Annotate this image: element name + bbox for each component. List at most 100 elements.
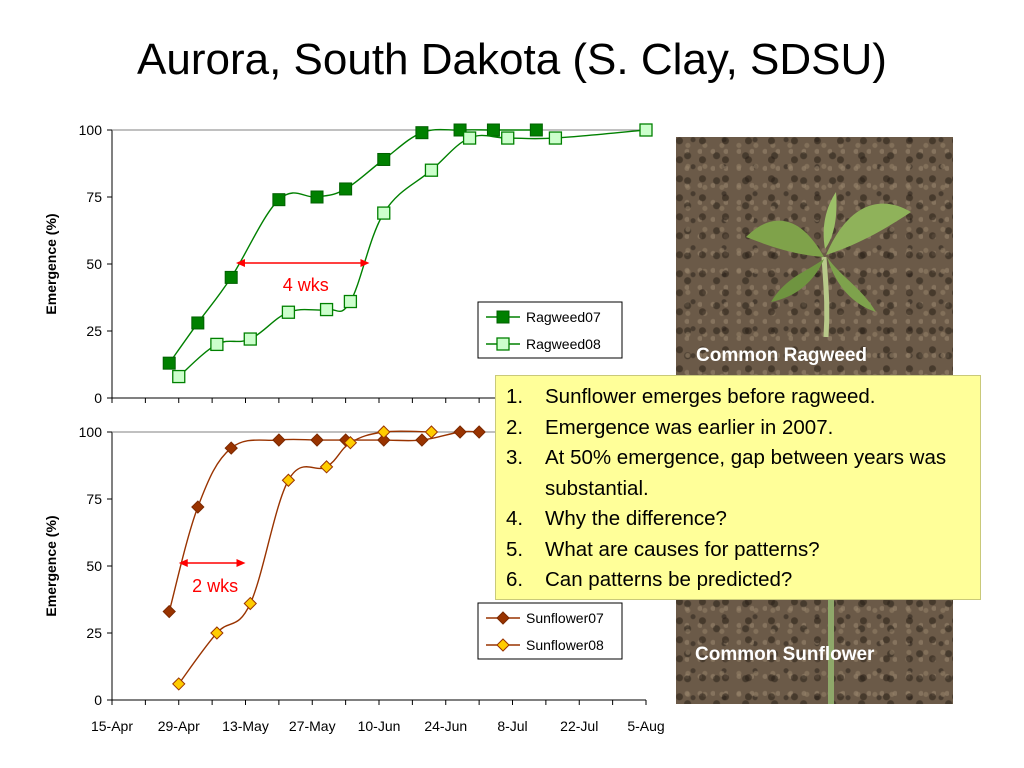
data-point bbox=[415, 433, 429, 447]
y-tick-label: 100 bbox=[79, 122, 103, 138]
y-axis-label: Emergence (%) bbox=[43, 213, 59, 314]
data-point bbox=[343, 294, 358, 309]
gap-annotation-label: 4 wks bbox=[283, 275, 329, 295]
x-tick-label: 24-Jun bbox=[424, 718, 467, 734]
y-tick-label: 100 bbox=[79, 424, 103, 440]
sunflower-seedling-image bbox=[828, 600, 834, 704]
data-point bbox=[424, 425, 439, 439]
data-point bbox=[472, 425, 486, 439]
y-tick-label: 25 bbox=[86, 323, 102, 339]
sunflower-caption: Common Sunflower bbox=[695, 644, 875, 665]
data-point bbox=[319, 302, 334, 317]
y-tick-label: 0 bbox=[94, 390, 102, 406]
note-item: 6. Can patterns be predicted? bbox=[506, 565, 965, 596]
note-text: Why the difference? bbox=[545, 507, 727, 530]
gap-arrow-head bbox=[178, 559, 188, 567]
note-number: 1. bbox=[506, 385, 524, 408]
data-point bbox=[453, 425, 467, 439]
data-point bbox=[272, 193, 286, 207]
note-item: 2. Emergence was earlier in 2007. bbox=[506, 413, 965, 444]
data-point bbox=[172, 369, 186, 384]
data-point bbox=[272, 433, 286, 447]
data-point bbox=[548, 131, 563, 145]
data-point bbox=[462, 131, 477, 145]
note-item: 4. Why the difference? bbox=[506, 504, 965, 535]
x-tick-label: 27-May bbox=[289, 718, 336, 734]
slide-title: Aurora, South Dakota (S. Clay, SDSU) bbox=[137, 35, 887, 84]
ragweed-seedling-image bbox=[746, 192, 911, 338]
data-point bbox=[501, 131, 515, 145]
x-tick-label: 13-May bbox=[222, 718, 269, 734]
discussion-notes-box: 1. Sunflower emerges before ragweed. 2. Em… bbox=[495, 375, 981, 600]
y-tick-label: 50 bbox=[86, 256, 102, 272]
note-number: 5. bbox=[506, 537, 524, 561]
y-tick-label: 0 bbox=[94, 692, 102, 708]
series-line bbox=[168, 430, 480, 612]
data-point bbox=[377, 425, 391, 439]
x-tick-label: 15-Apr bbox=[91, 718, 133, 734]
data-point bbox=[210, 337, 224, 352]
x-tick-label: 5-Aug bbox=[627, 718, 664, 734]
gap-arrow-head bbox=[360, 259, 370, 267]
note-text: Can patterns be predicted? bbox=[545, 568, 793, 591]
x-tick-label: 8-Jul bbox=[497, 718, 527, 734]
data-point bbox=[529, 123, 543, 137]
data-point bbox=[243, 332, 257, 346]
data-point bbox=[162, 604, 176, 619]
note-number: 4. bbox=[506, 507, 524, 530]
y-tick-label: 25 bbox=[86, 625, 102, 641]
y-tick-label: 75 bbox=[86, 189, 102, 205]
gap-arrow-head bbox=[235, 259, 245, 267]
data-point bbox=[210, 626, 224, 640]
gap-annotation-label: 2 wks bbox=[192, 576, 238, 596]
y-tick-label: 75 bbox=[86, 491, 102, 507]
note-number: 3. bbox=[506, 446, 524, 469]
note-number: 6. bbox=[506, 568, 524, 591]
note-item: 5. What are causes for patterns? bbox=[506, 535, 965, 566]
data-point bbox=[162, 356, 176, 370]
data-point bbox=[310, 190, 324, 204]
data-point bbox=[191, 316, 205, 330]
data-point bbox=[172, 677, 186, 691]
x-tick-label: 10-Jun bbox=[358, 718, 401, 734]
series-line bbox=[178, 430, 432, 685]
ragweed-caption: Common Ragweed bbox=[696, 345, 868, 366]
legend-label: Ragweed08 bbox=[526, 336, 601, 352]
data-point bbox=[281, 473, 296, 487]
notes-list: 1. Sunflower emerges before ragweed. 2. Em… bbox=[496, 376, 980, 596]
note-text: At 50% emergence, gap between years was … bbox=[545, 446, 947, 500]
gap-arrow-head bbox=[236, 559, 246, 567]
legend-label: Ragweed07 bbox=[526, 309, 601, 325]
x-tick-label: 29-Apr bbox=[158, 718, 200, 734]
data-point bbox=[496, 638, 510, 652]
data-point bbox=[496, 310, 510, 324]
note-number: 2. bbox=[506, 415, 524, 439]
data-point bbox=[191, 500, 205, 514]
data-point bbox=[639, 123, 653, 137]
note-text: Emergence was earlier in 2007. bbox=[545, 415, 834, 439]
data-point bbox=[224, 441, 238, 455]
note-text: What are causes for patterns? bbox=[545, 537, 820, 561]
data-point bbox=[319, 460, 334, 474]
data-point bbox=[377, 152, 391, 166]
data-point bbox=[377, 433, 391, 447]
data-point bbox=[310, 433, 324, 447]
data-point bbox=[424, 163, 439, 177]
data-point bbox=[486, 123, 500, 137]
y-tick-label: 50 bbox=[86, 558, 102, 574]
ragweed-seedling-photo: Common Ragweed bbox=[676, 137, 953, 377]
note-text: Sunflower emerges before ragweed. bbox=[545, 385, 876, 408]
data-point bbox=[415, 126, 429, 140]
y-axis-label: Emergence (%) bbox=[43, 515, 59, 616]
data-point bbox=[343, 436, 358, 450]
data-point bbox=[281, 305, 296, 319]
data-point bbox=[339, 182, 353, 196]
note-item: 3. At 50% emergence, gap between years wa… bbox=[506, 443, 965, 504]
data-point bbox=[224, 270, 238, 284]
legend-label: Sunflower08 bbox=[526, 637, 604, 653]
data-point bbox=[243, 596, 257, 611]
data-point bbox=[496, 337, 510, 351]
data-point bbox=[496, 611, 510, 625]
legend-label: Sunflower07 bbox=[526, 610, 604, 626]
